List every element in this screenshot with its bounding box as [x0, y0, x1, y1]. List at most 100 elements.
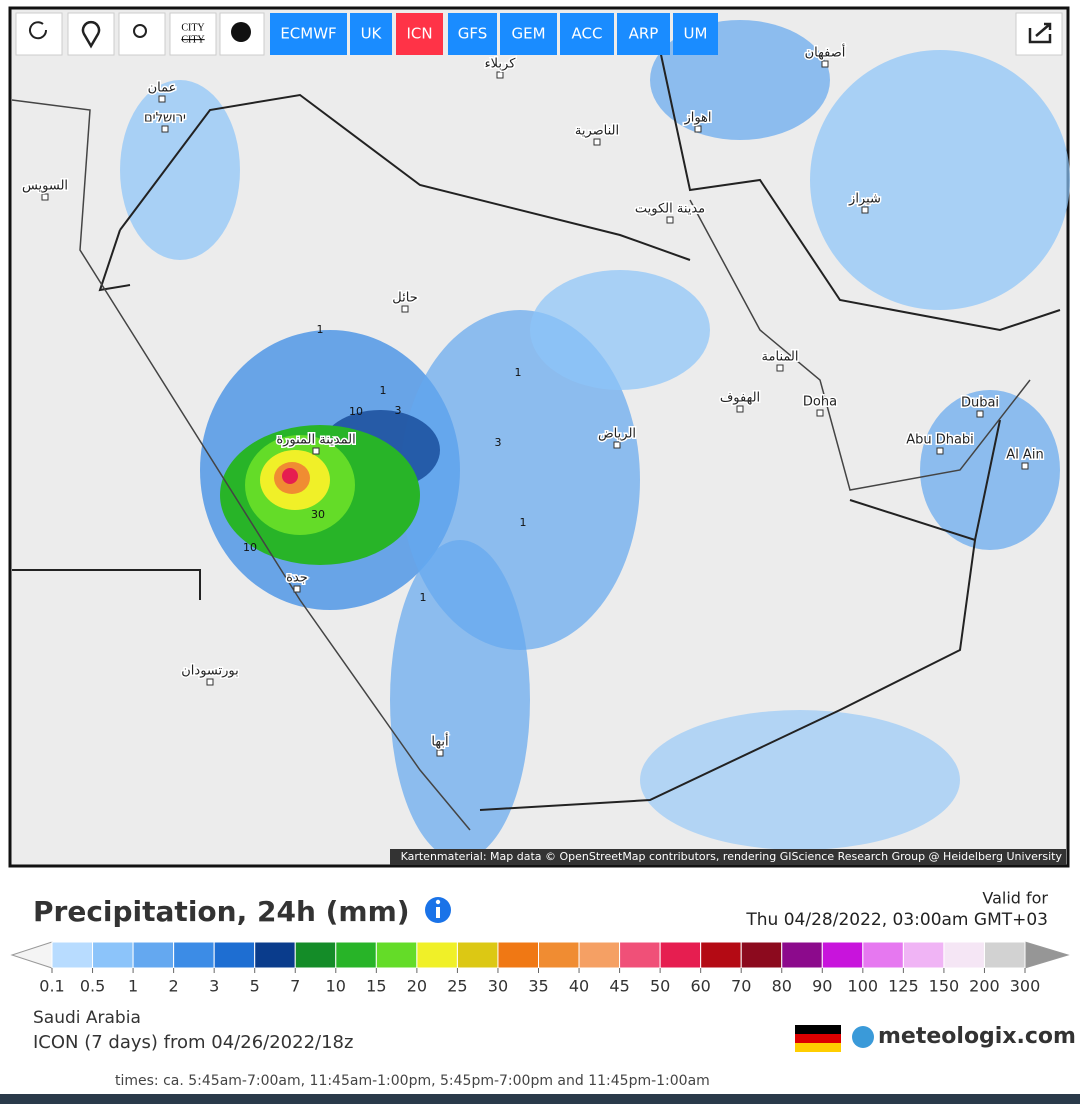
- city-button[interactable]: [169, 12, 217, 56]
- colorbar-step: [740, 941, 783, 969]
- colorbar-label: 200: [969, 977, 1000, 996]
- city-label: مدينة الكويت: [635, 202, 705, 217]
- borders: [11, 49, 1061, 831]
- city-dot: [694, 125, 702, 133]
- times-note: times: ca. 5:45am-7:00am, 11:45am-1:00pm…: [115, 1073, 710, 1089]
- colorbar-step: [92, 941, 134, 969]
- colorbar-step: [213, 941, 256, 969]
- colorbar-step: [659, 941, 702, 969]
- colorbar-step: [294, 941, 337, 969]
- colorbar-step: [578, 941, 621, 969]
- colorbar-label: 3: [209, 977, 219, 996]
- toolbar: CITY CITY: [15, 12, 1063, 56]
- city-dot: [976, 410, 984, 418]
- rain-area: [810, 50, 1070, 310]
- city-dot: [666, 216, 674, 224]
- model-button[interactable]: [673, 13, 718, 55]
- valid-time: Thu 04/28/2022, 03:00am GMT+03: [745, 910, 1048, 930]
- city-label: اهواز: [683, 111, 711, 126]
- city-label: CITY: [181, 34, 204, 45]
- contour-label: 10: [243, 541, 257, 554]
- city-dot: [312, 447, 320, 455]
- flag-stripe: [795, 1025, 841, 1034]
- city-label: الرياض: [598, 427, 636, 442]
- city-dot: [821, 60, 829, 68]
- share-icon: [1028, 22, 1052, 44]
- rain-area: [282, 468, 298, 484]
- precip-layer: [120, 20, 1070, 860]
- colorbar-label: 10: [326, 977, 346, 996]
- colorbar-label: 45: [609, 977, 629, 996]
- zoom-button[interactable]: [118, 12, 166, 56]
- colorbar-label: 0.1: [39, 977, 64, 996]
- model-label: GEM: [511, 25, 545, 43]
- rain-area: [120, 80, 240, 260]
- flag-stripe: [795, 1034, 841, 1043]
- colorbar-step: [173, 941, 215, 969]
- city-dot: [401, 305, 409, 313]
- location-button[interactable]: [67, 12, 115, 56]
- city-dot: [293, 585, 301, 593]
- colorbar-label: 60: [690, 977, 710, 996]
- balloon-icon: [231, 22, 251, 42]
- reload-button[interactable]: [15, 12, 63, 56]
- model-label: ACC: [572, 25, 603, 43]
- attribution: Kartenmaterial: Map data © OpenStreetMap…: [401, 850, 1063, 863]
- coast: [11, 99, 471, 831]
- contour-label: 30: [311, 508, 325, 521]
- model-label: UK: [361, 25, 383, 43]
- rain-area: [530, 270, 710, 390]
- attribution-bg: [390, 849, 1066, 865]
- model-button[interactable]: [560, 13, 614, 55]
- city-dot: [206, 678, 214, 686]
- city-dot: [816, 409, 824, 417]
- model-label: GFS: [458, 25, 488, 43]
- colorbar-label: 2: [169, 977, 179, 996]
- city-dot: [161, 125, 169, 133]
- colorbar-label: 70: [731, 977, 751, 996]
- model-button[interactable]: [396, 13, 443, 55]
- contour-label: 1: [420, 591, 427, 604]
- flag-stripe: [795, 1043, 841, 1052]
- colorbar-step: [538, 941, 580, 969]
- model-button[interactable]: [350, 13, 392, 55]
- colorbar-arrow-right: [1024, 941, 1070, 969]
- city-dot: [776, 364, 784, 372]
- contour-label: 3: [395, 404, 402, 417]
- colorbar-step: [700, 941, 742, 969]
- city-dot: [936, 447, 944, 455]
- colorbar-label: 25: [447, 977, 467, 996]
- colorbar-step: [254, 941, 296, 969]
- colorbar-label: 80: [772, 977, 792, 996]
- city-dot: [861, 206, 869, 214]
- city-label: جدة: [286, 571, 308, 586]
- model-button[interactable]: [500, 13, 557, 55]
- city-label: Doha: [803, 395, 837, 410]
- colorbar-label: 50: [650, 977, 670, 996]
- model-button[interactable]: [270, 13, 347, 55]
- colorbar-label: 125: [888, 977, 919, 996]
- bottom-strip: [0, 1094, 1080, 1104]
- model-label: ARP: [629, 25, 659, 43]
- city-label: بورتسودان: [181, 664, 239, 679]
- model-button[interactable]: [448, 13, 497, 55]
- colorbar-arrow-left: [10, 941, 53, 969]
- valid-label: Valid for: [982, 889, 1048, 908]
- city-label: ירושלים: [144, 111, 186, 126]
- colorbar-step: [781, 941, 823, 969]
- zoom-icon: [133, 24, 147, 38]
- contour-label: 1: [317, 323, 324, 336]
- colorbar-label: 35: [528, 977, 548, 996]
- city-label: حائل: [392, 291, 417, 306]
- colorbar-step: [335, 941, 377, 969]
- colorbar-step: [983, 941, 1026, 969]
- colorbar-label: 300: [1010, 977, 1041, 996]
- contour-label: 1: [380, 384, 387, 397]
- colorbar-step: [416, 941, 458, 969]
- colorbar-step: [132, 941, 175, 969]
- rain-area: [640, 710, 960, 850]
- model-button[interactable]: [617, 13, 670, 55]
- model-run: ICON (7 days) from 04/26/2022/18z: [33, 1032, 353, 1053]
- colorbar-step: [375, 941, 418, 969]
